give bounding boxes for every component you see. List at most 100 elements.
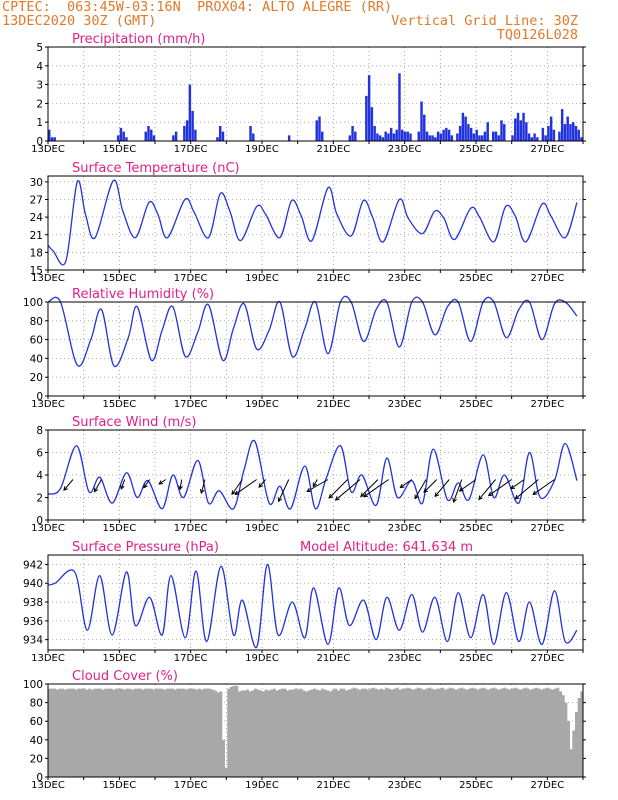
cloud-bar xyxy=(454,689,458,777)
y-tick-label: 60 xyxy=(30,335,43,347)
cloud-bar xyxy=(98,688,102,777)
cloud-bar xyxy=(101,689,105,777)
cloud-bar xyxy=(235,685,239,777)
cloud-bar xyxy=(114,688,118,777)
cloud-bar xyxy=(508,689,512,777)
precip-bar xyxy=(392,133,396,141)
y-tick-label: 80 xyxy=(30,316,43,328)
cloud-bar xyxy=(232,685,236,777)
precip-bar xyxy=(398,73,401,141)
precip-bar xyxy=(445,127,448,141)
cloud-bar xyxy=(476,689,480,777)
cloud-bar xyxy=(307,690,311,777)
y-tick-label: 936 xyxy=(23,616,43,628)
cloud-bar xyxy=(216,692,220,777)
cloud-bar xyxy=(294,688,298,777)
cloud-bar xyxy=(165,688,169,777)
precip-bar xyxy=(571,122,575,141)
cloud-bar xyxy=(50,688,54,777)
x-tick-label: 17DEC xyxy=(174,653,208,664)
x-tick-label: 25DEC xyxy=(459,780,493,791)
cloud-bar xyxy=(358,689,362,777)
rh-series-line xyxy=(47,295,578,368)
y-tick-label: 40 xyxy=(30,735,43,747)
cloud-bar xyxy=(422,689,426,777)
cloud-bar xyxy=(219,691,223,777)
cloud-bar xyxy=(163,689,167,777)
press-series-line xyxy=(47,563,578,648)
cloud-bar xyxy=(251,690,255,777)
wind-arrow xyxy=(234,479,257,496)
cloud-bar xyxy=(152,689,156,777)
wind-arrow xyxy=(306,479,329,493)
cloud-bar xyxy=(278,689,282,777)
cloud-bar xyxy=(390,689,394,777)
precip-bar xyxy=(188,84,192,141)
precip-bar xyxy=(183,125,186,141)
cloud-bar xyxy=(486,689,490,777)
x-tick-label: 13DEC xyxy=(31,144,65,155)
cloud-bar xyxy=(374,688,378,777)
x-tick-label: 15DEC xyxy=(102,399,136,410)
wind-arrow xyxy=(414,479,427,500)
cloud-bar xyxy=(516,688,520,777)
cloud-bar xyxy=(82,688,86,777)
cloud-bar xyxy=(304,691,308,777)
x-tick-label: 25DEC xyxy=(459,144,493,155)
y-tick-label: 30 xyxy=(30,177,43,189)
precip-bar xyxy=(527,133,531,141)
cloud-bar xyxy=(275,690,279,777)
x-tick-label: 23DEC xyxy=(388,780,422,791)
cloud-bar xyxy=(299,688,303,777)
cloud-bar xyxy=(93,688,97,777)
cloud-bar xyxy=(245,689,250,777)
cloud-bar xyxy=(342,688,346,777)
cloud-bar xyxy=(352,687,357,777)
x-tick-label: 27DEC xyxy=(530,399,564,410)
y-tick-label: 18 xyxy=(30,247,43,259)
precip-bar xyxy=(194,129,197,141)
cloud-bar xyxy=(500,688,504,777)
cloud-bar xyxy=(398,689,402,777)
wind-arrow xyxy=(399,479,413,489)
precip-bar xyxy=(486,122,489,141)
wind-arrow xyxy=(231,479,243,496)
cloud-title: Cloud Cover (%) xyxy=(72,669,178,684)
precip-bar xyxy=(558,131,561,141)
y-tick-label: 938 xyxy=(23,597,43,609)
x-tick-label: 17DEC xyxy=(174,780,208,791)
cloud-bar xyxy=(302,690,306,777)
cloud-bar xyxy=(197,688,201,777)
cloud-bar xyxy=(61,688,65,777)
x-tick-label: 15DEC xyxy=(102,523,136,534)
y-tick-label: 4 xyxy=(36,470,43,482)
x-tick-label: 19DEC xyxy=(245,399,279,410)
x-tick-label: 27DEC xyxy=(530,780,564,791)
cloud-bar xyxy=(66,688,70,777)
cloud-bar xyxy=(237,691,241,777)
cloud-bar xyxy=(446,688,450,777)
cloud-bar xyxy=(451,688,455,777)
cloud-bar xyxy=(438,688,442,777)
wind-arrow xyxy=(458,479,477,492)
precip-bar xyxy=(150,129,153,141)
y-tick-label: 4 xyxy=(36,61,43,73)
cloud-bar xyxy=(574,711,579,777)
header-grid-line: Vertical Grid Line: 30Z xyxy=(391,13,578,29)
cloud-bar xyxy=(355,688,359,777)
precip-bar xyxy=(566,116,569,141)
rh-title: Relative Humidity (%) xyxy=(72,287,214,302)
x-tick-label: 19DEC xyxy=(245,653,279,664)
cloud-bar xyxy=(435,688,439,777)
precip-title: Precipitation (mm/h) xyxy=(72,32,205,47)
wind-arrow xyxy=(63,479,74,492)
cloud-bar xyxy=(122,689,126,777)
cloud-bar xyxy=(484,688,488,777)
x-tick-label: 27DEC xyxy=(530,523,564,534)
precip-bar xyxy=(549,116,553,141)
precip-bar xyxy=(425,131,429,141)
cloud-bar xyxy=(315,689,319,777)
cloud-bar xyxy=(580,691,584,777)
cloud-bar xyxy=(69,688,73,777)
x-tick-label: 23DEC xyxy=(388,144,422,155)
